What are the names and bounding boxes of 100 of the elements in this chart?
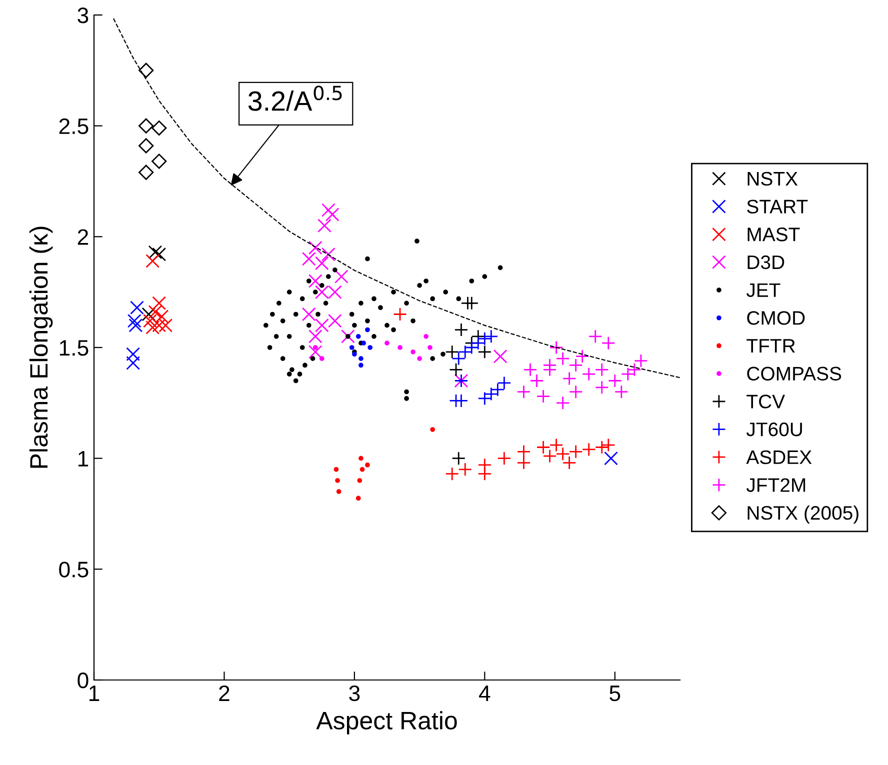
point (346, 334, 350, 339)
point (349, 312, 354, 317)
point (349, 345, 354, 350)
point (440, 352, 446, 357)
point (300, 296, 305, 302)
x-tick-label: 4 (479, 686, 490, 701)
x-axis-title: Aspect Ratio (316, 711, 457, 734)
point (328, 314, 342, 328)
point (314, 318, 329, 332)
point (594, 440, 609, 454)
point (588, 329, 602, 344)
point (306, 322, 312, 328)
point (614, 384, 628, 399)
point (365, 327, 370, 332)
legend-label: TCV (746, 394, 785, 408)
point (280, 318, 286, 324)
x-tick-label: 3 (349, 685, 360, 702)
x-tick-label: 1 (90, 686, 100, 701)
point (326, 274, 331, 279)
point (445, 344, 460, 359)
y-tick-label: 0.5 (59, 562, 88, 578)
legend-label: NSTX (748, 172, 798, 186)
point (445, 466, 460, 481)
point (334, 466, 339, 472)
y-tick-label: 3 (78, 8, 88, 24)
point (308, 344, 322, 359)
point (127, 314, 142, 328)
point (316, 312, 320, 317)
point (138, 138, 154, 154)
point (424, 334, 428, 339)
point (267, 345, 272, 350)
point (336, 489, 342, 494)
point (372, 296, 376, 302)
legend-label: COMPASS (747, 366, 842, 381)
point (430, 356, 436, 362)
point (478, 466, 492, 481)
point (300, 345, 305, 350)
point (126, 347, 140, 362)
legend-label: CMOD (747, 311, 805, 325)
point (449, 362, 463, 377)
point (325, 208, 340, 222)
point (542, 449, 557, 464)
point (424, 278, 428, 284)
point (334, 270, 348, 284)
point (361, 340, 366, 346)
point (582, 442, 596, 456)
point (308, 240, 322, 255)
x-tick-label: 2 (219, 685, 230, 701)
point (404, 396, 409, 401)
point (308, 274, 322, 288)
point (312, 345, 318, 350)
point (302, 252, 316, 266)
point (152, 154, 167, 169)
point (469, 278, 474, 284)
point (321, 247, 336, 262)
point (498, 265, 503, 270)
point (286, 290, 292, 295)
point (358, 456, 364, 461)
y-tick-label: 0 (78, 672, 88, 688)
point (404, 300, 409, 306)
point (152, 120, 167, 136)
point (443, 290, 448, 295)
point (497, 451, 512, 466)
point (414, 238, 420, 244)
point (128, 318, 143, 332)
point (368, 345, 372, 350)
point (154, 310, 169, 324)
point (456, 296, 462, 302)
point (310, 356, 316, 362)
point (430, 427, 436, 432)
point (323, 300, 328, 306)
y-tick-label: 1 (78, 451, 88, 466)
point (302, 307, 316, 322)
point (274, 334, 279, 339)
point (454, 322, 468, 337)
point (126, 356, 140, 370)
point (393, 307, 407, 322)
point (464, 296, 479, 310)
point (358, 362, 364, 368)
point (556, 446, 570, 461)
point (321, 203, 336, 218)
point (365, 318, 370, 324)
point (332, 267, 338, 272)
point (293, 312, 298, 317)
point (270, 312, 275, 317)
point (601, 336, 616, 350)
point (293, 378, 298, 384)
point (280, 356, 286, 362)
point (276, 300, 282, 306)
point (306, 278, 312, 284)
point (319, 356, 324, 362)
point (286, 372, 292, 377)
point (138, 62, 154, 78)
point (365, 462, 370, 468)
point (142, 307, 156, 322)
point (556, 396, 570, 410)
point (138, 118, 154, 134)
point (302, 362, 308, 368)
point (352, 322, 357, 328)
legend-label: NSTX (2005) (748, 506, 858, 524)
